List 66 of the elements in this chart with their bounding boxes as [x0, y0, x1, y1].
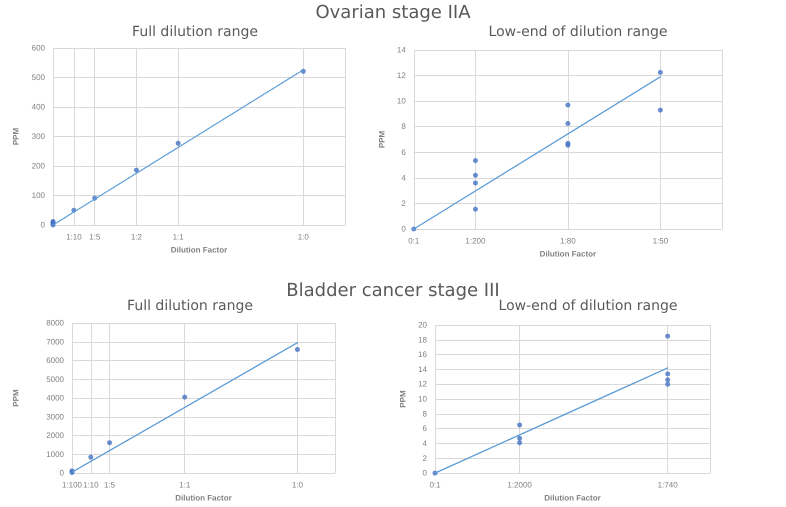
y-tick-label: 4 — [422, 438, 428, 448]
y-tick-label: 0 — [422, 468, 428, 478]
chart-title: Low-end of dilution range — [488, 24, 668, 40]
y-axis-title: PPM — [378, 130, 386, 148]
y-tick-label: 20 — [418, 320, 428, 330]
x-tick-label: 1:1 — [172, 232, 184, 242]
y-tick-label: 4 — [401, 173, 406, 182]
y-tick-label: 6 — [422, 424, 428, 434]
y-tick-label: 100 — [32, 191, 46, 200]
y-tick-label: 0 — [401, 224, 406, 234]
y-tick-label: 400 — [32, 102, 46, 112]
chart-title: Full dilution range — [132, 24, 258, 40]
chart-title: Low-end of dilution range — [498, 298, 678, 314]
y-tick-label: 10 — [418, 394, 428, 404]
y-tick-label: 6 — [401, 148, 406, 157]
text: Ovarian stage IIA — [314, 2, 472, 23]
x-tick-label: 1:1 — [179, 480, 191, 490]
y-tick-label: 3000 — [46, 412, 65, 422]
x-axis-title: Dilution Factor — [540, 249, 596, 258]
y-axis-title: PPM — [398, 390, 408, 408]
x-axis-title: Dilution Factor — [175, 494, 232, 502]
y-axis-title: PPM — [12, 389, 20, 407]
y-tick-label: 5000 — [46, 374, 65, 384]
x-tick-label: 1:10 — [66, 232, 82, 242]
y-tick-label: 10 — [396, 96, 406, 106]
x-tick-label: 1:5 — [104, 480, 116, 490]
x-tick-label: 1:740 — [658, 480, 678, 490]
y-tick-label: 7000 — [46, 337, 65, 346]
y-tick-label: 8 — [422, 409, 428, 418]
y-tick-label: 200 — [32, 162, 46, 170]
y-tick-label: 2 — [422, 454, 428, 463]
y-tick-label: 300 — [32, 132, 46, 141]
y-tick-label: 0 — [40, 220, 46, 230]
text: Bladder cancer stage III — [286, 280, 500, 301]
y-tick-label: 0 — [60, 468, 65, 478]
y-axis-title: PPM — [12, 128, 20, 146]
x-axis-title: Dilution Factor — [170, 245, 228, 254]
x-tick-label: 1:200 — [465, 236, 486, 246]
y-tick-label: 4000 — [46, 394, 65, 403]
x-tick-label: 0:1 — [408, 236, 420, 246]
x-tick-label: 1:5 — [89, 232, 101, 242]
y-tick-label: 12 — [418, 380, 428, 389]
y-tick-label: 2 — [401, 198, 406, 208]
x-tick-label: 1:0 — [292, 480, 304, 490]
y-tick-label: 18 — [418, 335, 428, 344]
chart-title: Full dilution range — [127, 298, 253, 314]
y-tick-label: 12 — [396, 71, 406, 80]
y-tick-label: 8000 — [46, 318, 65, 328]
y-tick-label: 8 — [401, 122, 406, 132]
x-tick-label: 1:100 — [62, 480, 83, 490]
x-tick-label: 1:2 — [130, 232, 143, 242]
y-tick-label: 1000 — [46, 450, 65, 459]
y-tick-label: 2000 — [46, 431, 65, 440]
y-tick-label: 14 — [418, 364, 428, 374]
x-tick-label: 1:2000 — [507, 480, 532, 490]
y-tick-label: 16 — [418, 350, 428, 360]
x-tick-label: 1:50 — [652, 236, 669, 246]
y-tick-label: 600 — [32, 44, 46, 52]
x-tick-label: 0:1 — [429, 480, 442, 490]
x-tick-label: 1:80 — [560, 236, 576, 246]
y-tick-label: 6000 — [46, 356, 65, 366]
y-tick-label: 500 — [32, 73, 46, 82]
x-tick-label: 1:10 — [82, 480, 100, 490]
x-tick-label: 1:0 — [298, 232, 310, 242]
x-axis-title: Dilution Factor — [544, 494, 601, 502]
y-tick-label: 14 — [396, 46, 406, 54]
